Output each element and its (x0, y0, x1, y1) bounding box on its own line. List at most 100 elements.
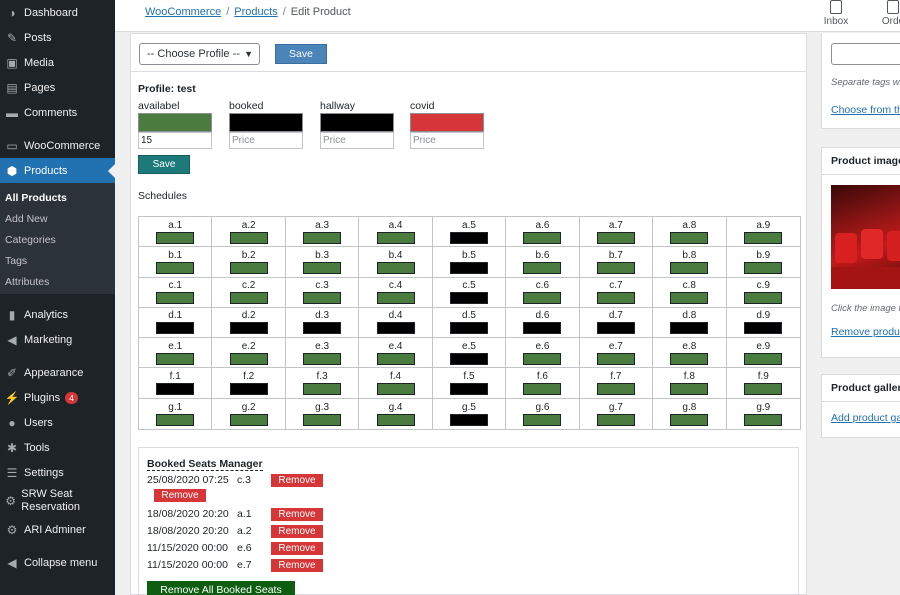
sidebar-item-users[interactable]: ● Users (0, 410, 115, 435)
seat-g-3[interactable]: g.3 (286, 398, 360, 429)
seat-c-9[interactable]: c.9 (726, 278, 800, 308)
seat-b-1[interactable]: b.1 (139, 247, 213, 278)
remove-product-image-link[interactable]: Remove produc (831, 326, 900, 338)
seat-f-8[interactable]: f.8 (653, 368, 727, 399)
remove-booking-button[interactable]: Remove (271, 558, 323, 572)
seat-a-8[interactable]: a.8 (653, 217, 727, 248)
seat-d-2[interactable]: d.2 (212, 307, 286, 339)
remove-button[interactable]: Remove (154, 489, 206, 502)
profile-select[interactable]: -- Choose Profile -- ▼ (139, 43, 260, 65)
seat-g-8[interactable]: g.8 (653, 398, 727, 429)
seat-d-5[interactable]: d.5 (432, 307, 507, 339)
add-gallery-images-link[interactable]: Add product ga (831, 412, 900, 424)
seat-a-4[interactable]: a.4 (359, 217, 433, 248)
price-input[interactable]: Price (410, 132, 484, 149)
seat-f-3[interactable]: f.3 (285, 368, 360, 399)
submenu-item-attributes[interactable]: Attributes (5, 275, 50, 288)
color-swatch[interactable] (410, 113, 484, 132)
submenu-item-categories[interactable]: Categories (5, 233, 56, 246)
seat-f-2[interactable]: f.2 (212, 368, 286, 399)
seat-f-7[interactable]: f.7 (579, 368, 654, 399)
sidebar-item-media[interactable]: ▣ Media (0, 50, 115, 75)
sidebar-item-posts[interactable]: ✎ Posts (0, 25, 115, 50)
breadcrumb-woocommerce-link[interactable]: WooCommerce (145, 6, 222, 18)
seat-b-4[interactable]: b.4 (359, 247, 433, 278)
price-input[interactable]: 15 (138, 132, 212, 149)
seat-b-2[interactable]: b.2 (212, 247, 286, 278)
remove-all-booked-button[interactable]: Remove All Booked Seats (147, 581, 295, 595)
seat-e-6[interactable]: e.6 (506, 338, 580, 369)
seat-e-7[interactable]: e.7 (579, 338, 654, 369)
seat-c-2[interactable]: c.2 (212, 277, 286, 308)
seat-g-7[interactable]: g.7 (580, 398, 654, 429)
color-swatch[interactable] (138, 113, 212, 132)
seat-d-6[interactable]: d.6 (506, 307, 580, 339)
sidebar-item-appearance[interactable]: ✐ Appearance (0, 360, 115, 385)
seat-g-1[interactable]: g.1 (139, 398, 213, 429)
sidebar-item-dashboard[interactable]: ◑ Dashboard (0, 0, 115, 25)
sidebar-item-comments[interactable]: ▬ Comments (0, 100, 115, 125)
seat-a-5[interactable]: a.5 (432, 217, 507, 248)
seat-c-8[interactable]: c.8 (653, 277, 727, 308)
seat-d-4[interactable]: d.4 (359, 307, 433, 339)
seat-e-4[interactable]: e.4 (359, 338, 433, 369)
seat-b-6[interactable]: b.6 (506, 247, 580, 278)
seat-b-5[interactable]: b.5 (432, 247, 507, 278)
price-input[interactable]: Price (320, 132, 394, 149)
color-swatch[interactable] (320, 113, 394, 132)
sidebar-item-plugins[interactable]: ⚡ Plugins 4 (0, 385, 115, 410)
seat-c-6[interactable]: c.6 (506, 277, 580, 308)
sidebar-item-analytics[interactable]: ▮ Analytics (0, 302, 115, 327)
submenu-item-tags[interactable]: Tags (5, 254, 28, 267)
seat-f-1[interactable]: f.1 (139, 368, 213, 399)
inbox-button[interactable]: Inbox (816, 0, 856, 27)
seat-a-7[interactable]: a.7 (579, 217, 654, 248)
seat-d-9[interactable]: d.9 (726, 308, 800, 339)
seat-g-5[interactable]: g.5 (433, 398, 507, 429)
seat-c-4[interactable]: c.4 (359, 277, 433, 308)
seat-a-3[interactable]: a.3 (285, 217, 360, 248)
sidebar-item-marketing[interactable]: ◀ Marketing (0, 327, 115, 352)
seat-e-1[interactable]: e.1 (139, 338, 213, 369)
seat-a-1[interactable]: a.1 (139, 217, 213, 248)
sidebar-item-products[interactable]: ⬢ Products (0, 158, 115, 183)
remove-booking-button[interactable]: Remove (271, 541, 323, 555)
tags-input[interactable] (831, 43, 900, 65)
seat-f-5[interactable]: f.5 (432, 368, 507, 399)
seat-d-8[interactable]: d.8 (653, 307, 727, 339)
profile-colors-save-button[interactable]: Save (138, 155, 190, 174)
submenu-item-all-products[interactable]: All Products (5, 191, 67, 204)
seat-d-1[interactable]: d.1 (139, 307, 213, 339)
seat-d-3[interactable]: d.3 (285, 307, 360, 339)
seat-f-6[interactable]: f.6 (506, 368, 580, 399)
breadcrumb-products-link[interactable]: Products (234, 6, 278, 18)
seat-e-9[interactable]: e.9 (726, 338, 800, 369)
orders-button[interactable]: Orde (873, 0, 900, 27)
seat-b-9[interactable]: b.9 (726, 247, 800, 278)
remove-booking-button[interactable]: Remove (271, 524, 323, 538)
remove-booking-button[interactable]: Remove (271, 473, 323, 487)
sidebar-item-woocommerce[interactable]: ▭ WooCommerce (0, 133, 115, 158)
seat-e-8[interactable]: e.8 (653, 338, 727, 369)
color-swatch[interactable] (229, 113, 303, 132)
seat-c-7[interactable]: c.7 (579, 277, 654, 308)
seat-b-8[interactable]: b.8 (653, 247, 727, 278)
profile-save-button[interactable]: Save (275, 44, 327, 64)
sidebar-item-ari-adminer[interactable]: ⚙ ARI Adminer (0, 517, 115, 542)
seat-a-9[interactable]: a.9 (726, 217, 800, 248)
sidebar-item-srw-seat-reservation[interactable]: ⚙ SRW Seat Reservation (0, 485, 115, 517)
seat-a-2[interactable]: a.2 (212, 217, 286, 248)
sidebar-item-tools[interactable]: ✱ Tools (0, 435, 115, 460)
choose-tags-link[interactable]: Choose from the (831, 104, 900, 116)
seat-e-3[interactable]: e.3 (285, 338, 360, 369)
seat-d-7[interactable]: d.7 (579, 307, 654, 339)
seat-f-4[interactable]: f.4 (359, 368, 433, 399)
price-input[interactable]: Price (229, 132, 303, 149)
seat-e-5[interactable]: e.5 (432, 338, 507, 369)
sidebar-item-pages[interactable]: ▤ Pages (0, 75, 115, 100)
remove-booking-button[interactable]: Remove (271, 507, 323, 521)
sidebar-item-collapse-menu[interactable]: ◀ Collapse menu (0, 550, 115, 575)
seat-e-2[interactable]: e.2 (212, 338, 286, 369)
product-image[interactable] (831, 185, 900, 289)
seat-b-7[interactable]: b.7 (579, 247, 654, 278)
